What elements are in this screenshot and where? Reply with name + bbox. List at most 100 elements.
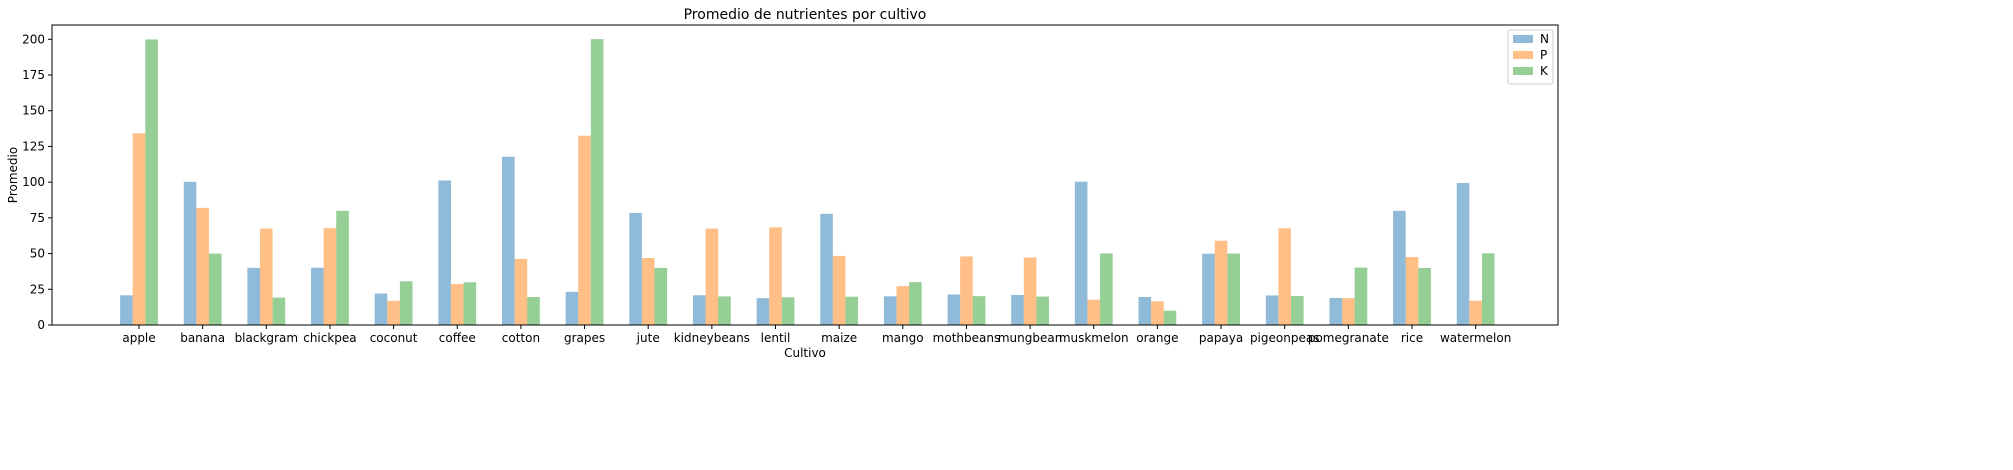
bar-k-muskmelon bbox=[1100, 253, 1113, 325]
bar-p-grapes bbox=[578, 135, 591, 325]
legend: NPK bbox=[1507, 29, 1554, 85]
bar-p-pomegranate bbox=[1342, 298, 1355, 325]
y-tick-label: 25 bbox=[30, 282, 45, 296]
bar-p-pigeonpeas bbox=[1278, 228, 1291, 325]
legend-swatch-k bbox=[1513, 67, 1533, 75]
legend-label-n: N bbox=[1540, 32, 1549, 46]
x-tick-label: banana bbox=[180, 331, 225, 345]
bar-p-muskmelon bbox=[1087, 299, 1101, 325]
bar-n-banana bbox=[183, 181, 197, 325]
legend-label-p: P bbox=[1540, 48, 1547, 62]
bar-p-orange bbox=[1151, 301, 1164, 325]
x-tick-label: watermelon bbox=[1440, 331, 1511, 345]
y-tick-label: 200 bbox=[22, 32, 45, 46]
bar-p-mango bbox=[896, 286, 910, 325]
bar-k-mango bbox=[909, 282, 922, 325]
bar-k-papaya bbox=[1227, 253, 1240, 325]
bar-k-grapes bbox=[590, 39, 604, 325]
bar-k-pomegranate bbox=[1354, 267, 1368, 325]
bar-n-chickpea bbox=[311, 267, 324, 325]
bar-n-watermelon bbox=[1456, 183, 1470, 325]
x-tick-label: rice bbox=[1401, 331, 1423, 345]
bar-n-coconut bbox=[374, 293, 388, 325]
bar-p-lentil bbox=[769, 227, 782, 325]
x-tick-label: papaya bbox=[1199, 331, 1243, 345]
bar-p-coconut bbox=[387, 300, 400, 325]
x-tick-label: grapes bbox=[564, 331, 605, 345]
x-tick-label: orange bbox=[1136, 331, 1178, 345]
legend-label-k: K bbox=[1540, 64, 1549, 78]
x-tick-label: kidneybeans bbox=[674, 331, 750, 345]
legend-swatch-n bbox=[1513, 35, 1533, 43]
chart-title: Promedio de nutrientes por cultivo bbox=[684, 7, 927, 23]
bar-n-pomegranate bbox=[1329, 298, 1343, 325]
bar-n-lentil bbox=[756, 298, 770, 325]
y-tick-label: 0 bbox=[37, 318, 45, 332]
y-axis-label: Promedio bbox=[6, 147, 20, 203]
bar-k-cotton bbox=[527, 297, 540, 325]
bar-n-maize bbox=[820, 213, 833, 325]
y-tick-label: 75 bbox=[30, 211, 45, 225]
x-axis-label: Cultivo bbox=[784, 346, 826, 360]
bar-p-papaya bbox=[1214, 240, 1228, 325]
bar-n-muskmelon bbox=[1074, 181, 1088, 325]
bar-p-rice bbox=[1405, 257, 1419, 325]
y-tick-label: 175 bbox=[22, 68, 45, 82]
bars-group bbox=[120, 39, 1495, 326]
bar-k-watermelon bbox=[1481, 253, 1495, 325]
x-tick-label: lentil bbox=[761, 331, 791, 345]
bar-n-coffee bbox=[438, 180, 451, 325]
x-tick-label: mungbean bbox=[998, 331, 1062, 345]
bar-k-apple bbox=[145, 39, 158, 326]
bar-p-cotton bbox=[514, 259, 528, 325]
bar-n-kidneybeans bbox=[692, 295, 706, 325]
bar-k-mothbeans bbox=[972, 296, 986, 325]
x-tick-label: muskmelon bbox=[1059, 331, 1129, 345]
x-tick-label: mothbeans bbox=[933, 331, 1001, 345]
bar-k-coffee bbox=[463, 282, 477, 325]
bar-n-blackgram bbox=[247, 267, 260, 325]
bar-k-banana bbox=[208, 253, 222, 325]
bar-k-rice bbox=[1418, 268, 1431, 325]
x-tick-label: chickpea bbox=[303, 331, 356, 345]
x-tick-label: maize bbox=[821, 331, 857, 345]
bar-p-chickpea bbox=[323, 228, 337, 325]
y-tick-label: 100 bbox=[22, 175, 45, 189]
bar-n-papaya bbox=[1202, 253, 1215, 325]
bar-n-mungbean bbox=[1011, 295, 1024, 325]
bar-k-lentil bbox=[781, 297, 795, 325]
x-tick-label: blackgram bbox=[235, 331, 298, 345]
y-tick-label: 50 bbox=[30, 247, 45, 261]
bar-p-jute bbox=[641, 258, 655, 325]
bar-n-orange bbox=[1138, 297, 1152, 325]
bar-k-orange bbox=[1163, 310, 1177, 325]
bar-p-mothbeans bbox=[960, 256, 973, 325]
x-tick-label: pomegranate bbox=[1308, 331, 1389, 345]
x-tick-label: mango bbox=[882, 331, 924, 345]
bar-p-kidneybeans bbox=[705, 228, 719, 325]
x-tick-label: cotton bbox=[502, 331, 540, 345]
legend-swatch-p bbox=[1513, 51, 1533, 59]
bar-k-blackgram bbox=[272, 297, 286, 325]
bar-p-watermelon bbox=[1469, 300, 1482, 325]
y-tick-label: 125 bbox=[22, 139, 45, 153]
x-tick-label: coffee bbox=[439, 331, 476, 345]
bar-k-maize bbox=[845, 296, 859, 325]
bar-n-apple bbox=[120, 295, 133, 325]
bar-k-pigeonpeas bbox=[1291, 296, 1304, 325]
bar-n-rice bbox=[1393, 210, 1406, 325]
bar-k-kidneybeans bbox=[718, 296, 731, 325]
y-tick-label: 150 bbox=[22, 104, 45, 118]
bar-n-grapes bbox=[565, 291, 579, 325]
bar-p-blackgram bbox=[260, 228, 273, 325]
x-tick-label: pigeonpeas bbox=[1250, 331, 1320, 345]
bar-k-coconut bbox=[399, 281, 413, 325]
bar-n-mothbeans bbox=[947, 294, 961, 325]
bar-n-jute bbox=[629, 213, 642, 325]
x-tick-label: coconut bbox=[370, 331, 418, 345]
x-axis-ticks: apple banana blackgram chickpea coconut coffe… bbox=[122, 325, 1511, 345]
bar-p-mungbean bbox=[1023, 257, 1037, 325]
bar-p-coffee bbox=[450, 284, 464, 325]
